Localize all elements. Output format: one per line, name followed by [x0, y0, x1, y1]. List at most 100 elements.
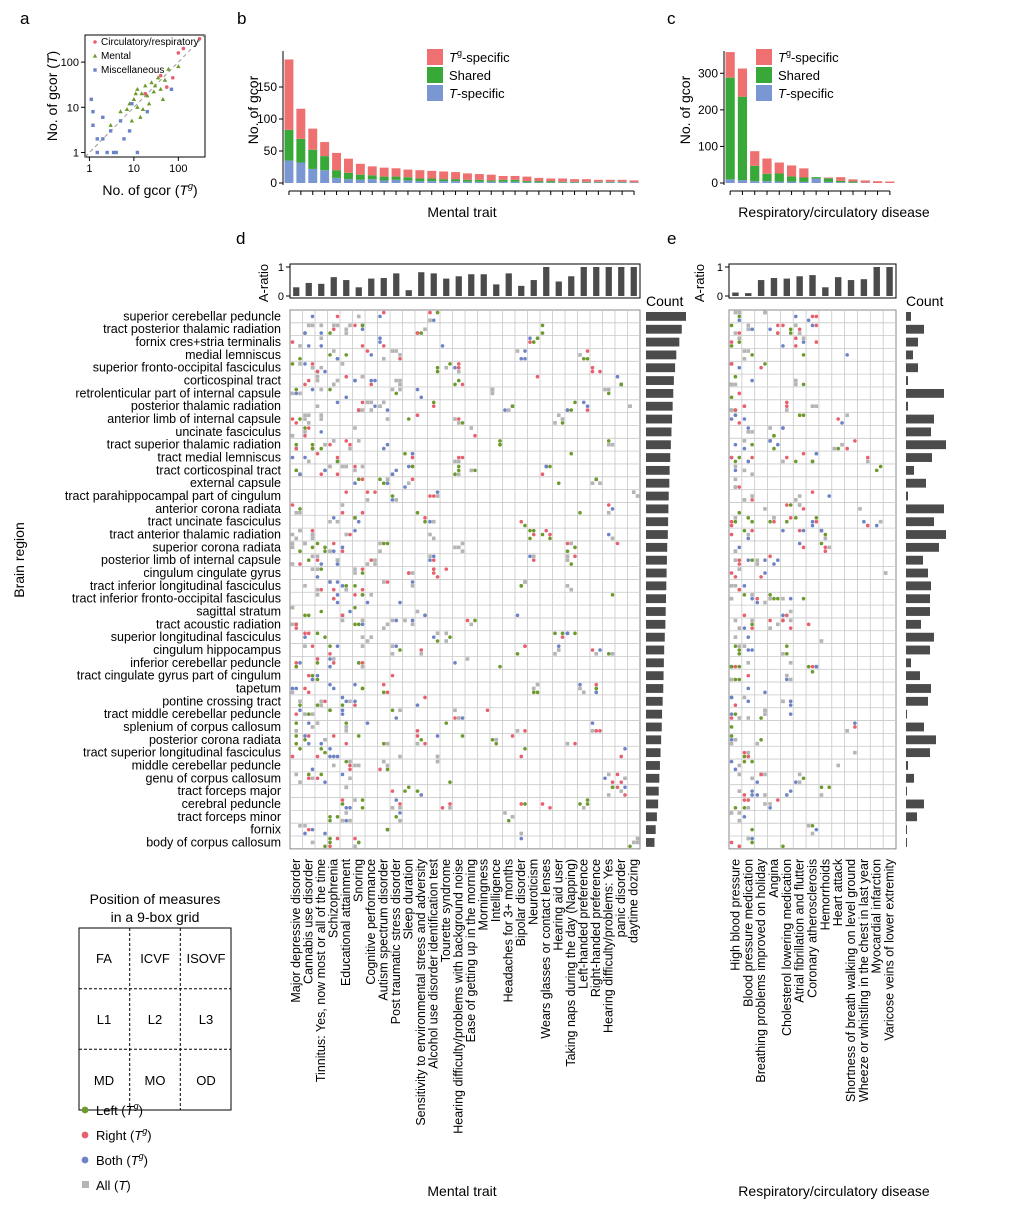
dot-marker	[428, 519, 432, 524]
y-tick-label: 0	[711, 176, 718, 190]
all-marker	[729, 596, 734, 601]
dot-marker	[456, 378, 461, 383]
dot-marker	[473, 468, 477, 473]
category-label: Post traumatic stress disorder	[389, 859, 403, 1024]
count-bar	[646, 838, 655, 847]
category-label: Autism spectrum disorder	[377, 859, 391, 1001]
dot-marker	[431, 494, 436, 498]
brain-region-label: corticospinal tract	[184, 374, 282, 388]
dot-marker	[348, 806, 352, 810]
dot-marker	[560, 631, 565, 636]
bar-segment	[403, 169, 413, 178]
dot-marker	[390, 708, 395, 713]
all-marker	[788, 677, 793, 682]
dot-marker	[845, 353, 849, 357]
dot-marker	[323, 635, 327, 639]
all-marker	[290, 605, 295, 610]
all-marker	[303, 413, 307, 418]
all-marker	[797, 494, 802, 498]
dot-marker	[460, 716, 465, 720]
y-tick-label: 150	[257, 80, 277, 94]
aratio-bar	[293, 287, 300, 296]
dot-marker	[360, 622, 365, 627]
all-marker	[431, 536, 436, 541]
dot-marker	[729, 664, 734, 669]
all-marker	[310, 536, 315, 541]
dot-marker	[315, 451, 320, 456]
identity-line	[84, 34, 206, 158]
all-marker	[763, 712, 767, 716]
count-bar	[906, 337, 918, 347]
dot-marker	[294, 664, 299, 669]
brain-region-label: superior fronto-occipital fasciculus	[93, 361, 281, 375]
all-marker	[733, 635, 738, 639]
all-marker	[788, 661, 793, 665]
category-label: High blood pressure	[728, 859, 742, 971]
dot-marker	[494, 741, 499, 746]
dot-marker	[369, 378, 374, 383]
dot-marker	[750, 442, 754, 447]
dot-marker	[398, 802, 402, 806]
all-marker	[750, 618, 754, 623]
brain-region-label: uncinate fasciculus	[175, 425, 281, 439]
dot-marker	[737, 455, 742, 460]
dot-marker	[294, 712, 299, 716]
dot-marker	[390, 789, 395, 793]
dot-marker	[360, 661, 365, 665]
all-marker	[453, 417, 457, 421]
dot-marker	[353, 682, 357, 687]
category-label: Schizophrenia	[327, 859, 341, 938]
all-marker	[742, 439, 747, 443]
dot-marker	[598, 369, 602, 374]
all-marker	[794, 323, 798, 328]
dot-marker	[585, 356, 590, 361]
dot-marker	[785, 455, 789, 460]
dot-marker	[801, 382, 806, 387]
all-marker	[737, 772, 742, 777]
brain-region-label: superior cerebellar peduncle	[123, 309, 281, 323]
aratio-bar	[330, 277, 337, 296]
dot-marker	[742, 814, 747, 819]
dot-marker	[750, 596, 754, 601]
all-marker	[737, 818, 742, 823]
brain-region-label: fornix	[250, 823, 281, 837]
all-marker	[494, 738, 499, 742]
category-label: Neuroticism	[527, 859, 541, 925]
dot-marker	[394, 391, 399, 396]
all-marker	[531, 554, 536, 559]
dot-marker	[755, 600, 760, 605]
dot-marker	[335, 562, 340, 566]
all-marker	[814, 404, 819, 409]
bar-segment	[823, 181, 834, 183]
brain-region-label: fornix cres+stria terminalis	[135, 335, 281, 349]
dot-marker	[750, 378, 754, 383]
category-label: Breathing problems improved on holiday	[754, 858, 768, 1082]
dot-marker	[737, 365, 742, 370]
all-marker	[750, 593, 754, 597]
bar-segment	[546, 182, 556, 183]
legend-label: Miscellaneous	[101, 65, 164, 76]
dot-marker	[331, 686, 336, 691]
all-marker	[845, 413, 849, 418]
all-marker	[331, 323, 336, 328]
all-marker	[840, 442, 844, 447]
dot-marker	[729, 695, 734, 700]
dot-marker	[306, 776, 311, 781]
dot-marker	[746, 648, 751, 652]
dot-marker	[303, 613, 307, 618]
dot-marker	[435, 490, 440, 494]
all-marker	[403, 618, 407, 623]
all-marker	[415, 609, 420, 614]
dot-marker	[394, 618, 399, 623]
bar-segment	[570, 181, 580, 183]
miscellaneous-point	[118, 119, 123, 123]
brain-region-label: tract middle cerebellar peduncle	[104, 707, 281, 721]
all-marker	[410, 622, 415, 627]
dot-marker	[340, 712, 345, 716]
dot-marker	[315, 677, 320, 682]
category-label: panic disorder	[614, 859, 628, 938]
all-marker	[306, 421, 311, 425]
dot-marker	[303, 635, 307, 639]
count-bar	[646, 825, 656, 835]
count-bar	[906, 568, 928, 578]
